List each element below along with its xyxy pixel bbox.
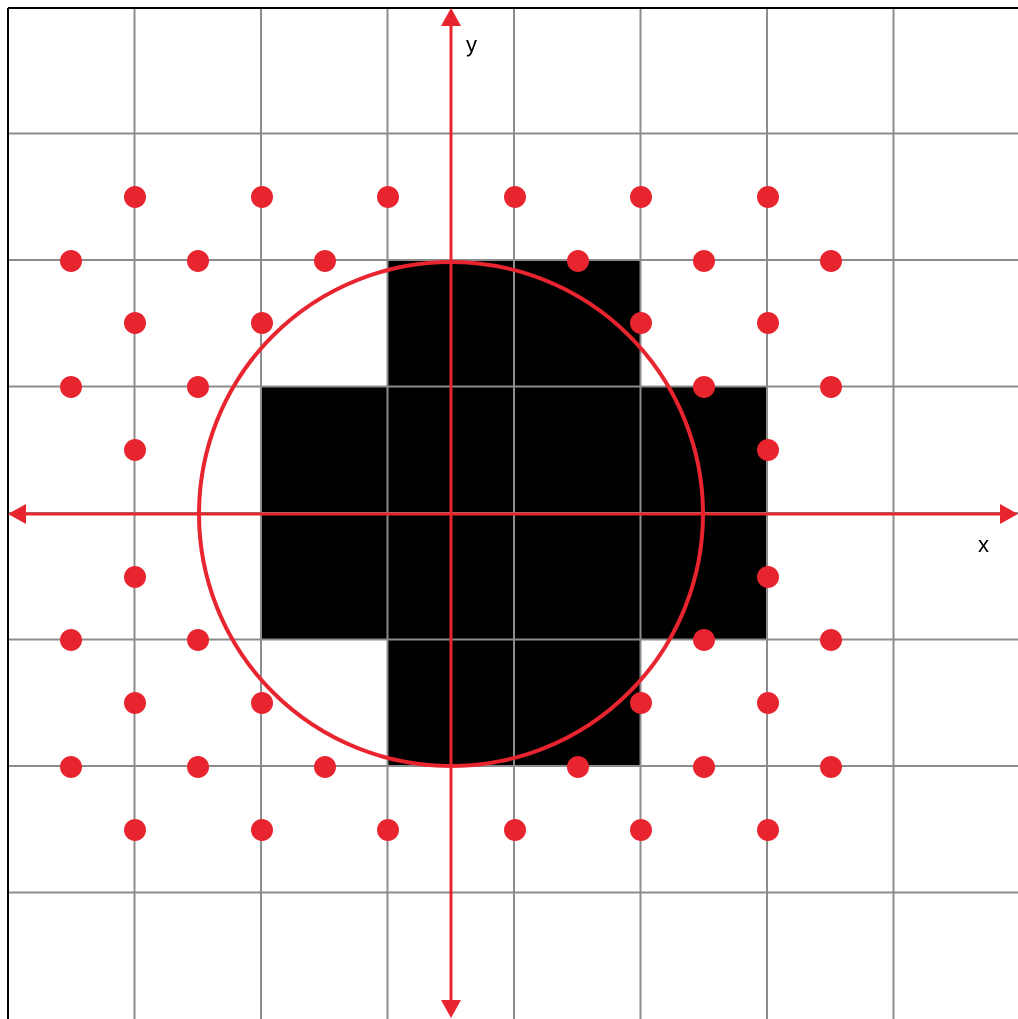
dot (124, 566, 146, 588)
dot (251, 312, 273, 334)
dot (377, 186, 399, 208)
dot (630, 692, 652, 714)
x-axis-label: x (978, 532, 989, 557)
dots (60, 186, 842, 841)
dot (820, 629, 842, 651)
arrow-head (8, 504, 26, 524)
dot (504, 186, 526, 208)
dot (820, 756, 842, 778)
dot (504, 819, 526, 841)
dot (630, 186, 652, 208)
arrow-head (441, 8, 461, 26)
dot (757, 186, 779, 208)
dot (187, 250, 209, 272)
dot (820, 250, 842, 272)
dot (314, 250, 336, 272)
dot (187, 376, 209, 398)
dot (377, 819, 399, 841)
dot (630, 819, 652, 841)
dot (567, 250, 589, 272)
y-axis (441, 8, 461, 1018)
dot (60, 756, 82, 778)
dot (693, 629, 715, 651)
dot (251, 819, 273, 841)
dot (757, 439, 779, 461)
dot (693, 250, 715, 272)
dot (124, 186, 146, 208)
dot (124, 819, 146, 841)
dot (757, 819, 779, 841)
dot (567, 756, 589, 778)
dot (757, 312, 779, 334)
dot (60, 629, 82, 651)
dot (314, 756, 336, 778)
dot (124, 439, 146, 461)
y-axis-label: y (466, 32, 477, 57)
dot (693, 756, 715, 778)
dot (693, 376, 715, 398)
dot (757, 692, 779, 714)
x-axis (8, 504, 1018, 524)
dot (124, 692, 146, 714)
dot (60, 376, 82, 398)
dot (187, 756, 209, 778)
dot (820, 376, 842, 398)
arrow-head (441, 1000, 461, 1018)
dot (187, 629, 209, 651)
dot (630, 312, 652, 334)
dot (251, 186, 273, 208)
dot (251, 692, 273, 714)
arrow-head (1000, 504, 1018, 524)
dot (757, 566, 779, 588)
dot (124, 312, 146, 334)
dot (60, 250, 82, 272)
